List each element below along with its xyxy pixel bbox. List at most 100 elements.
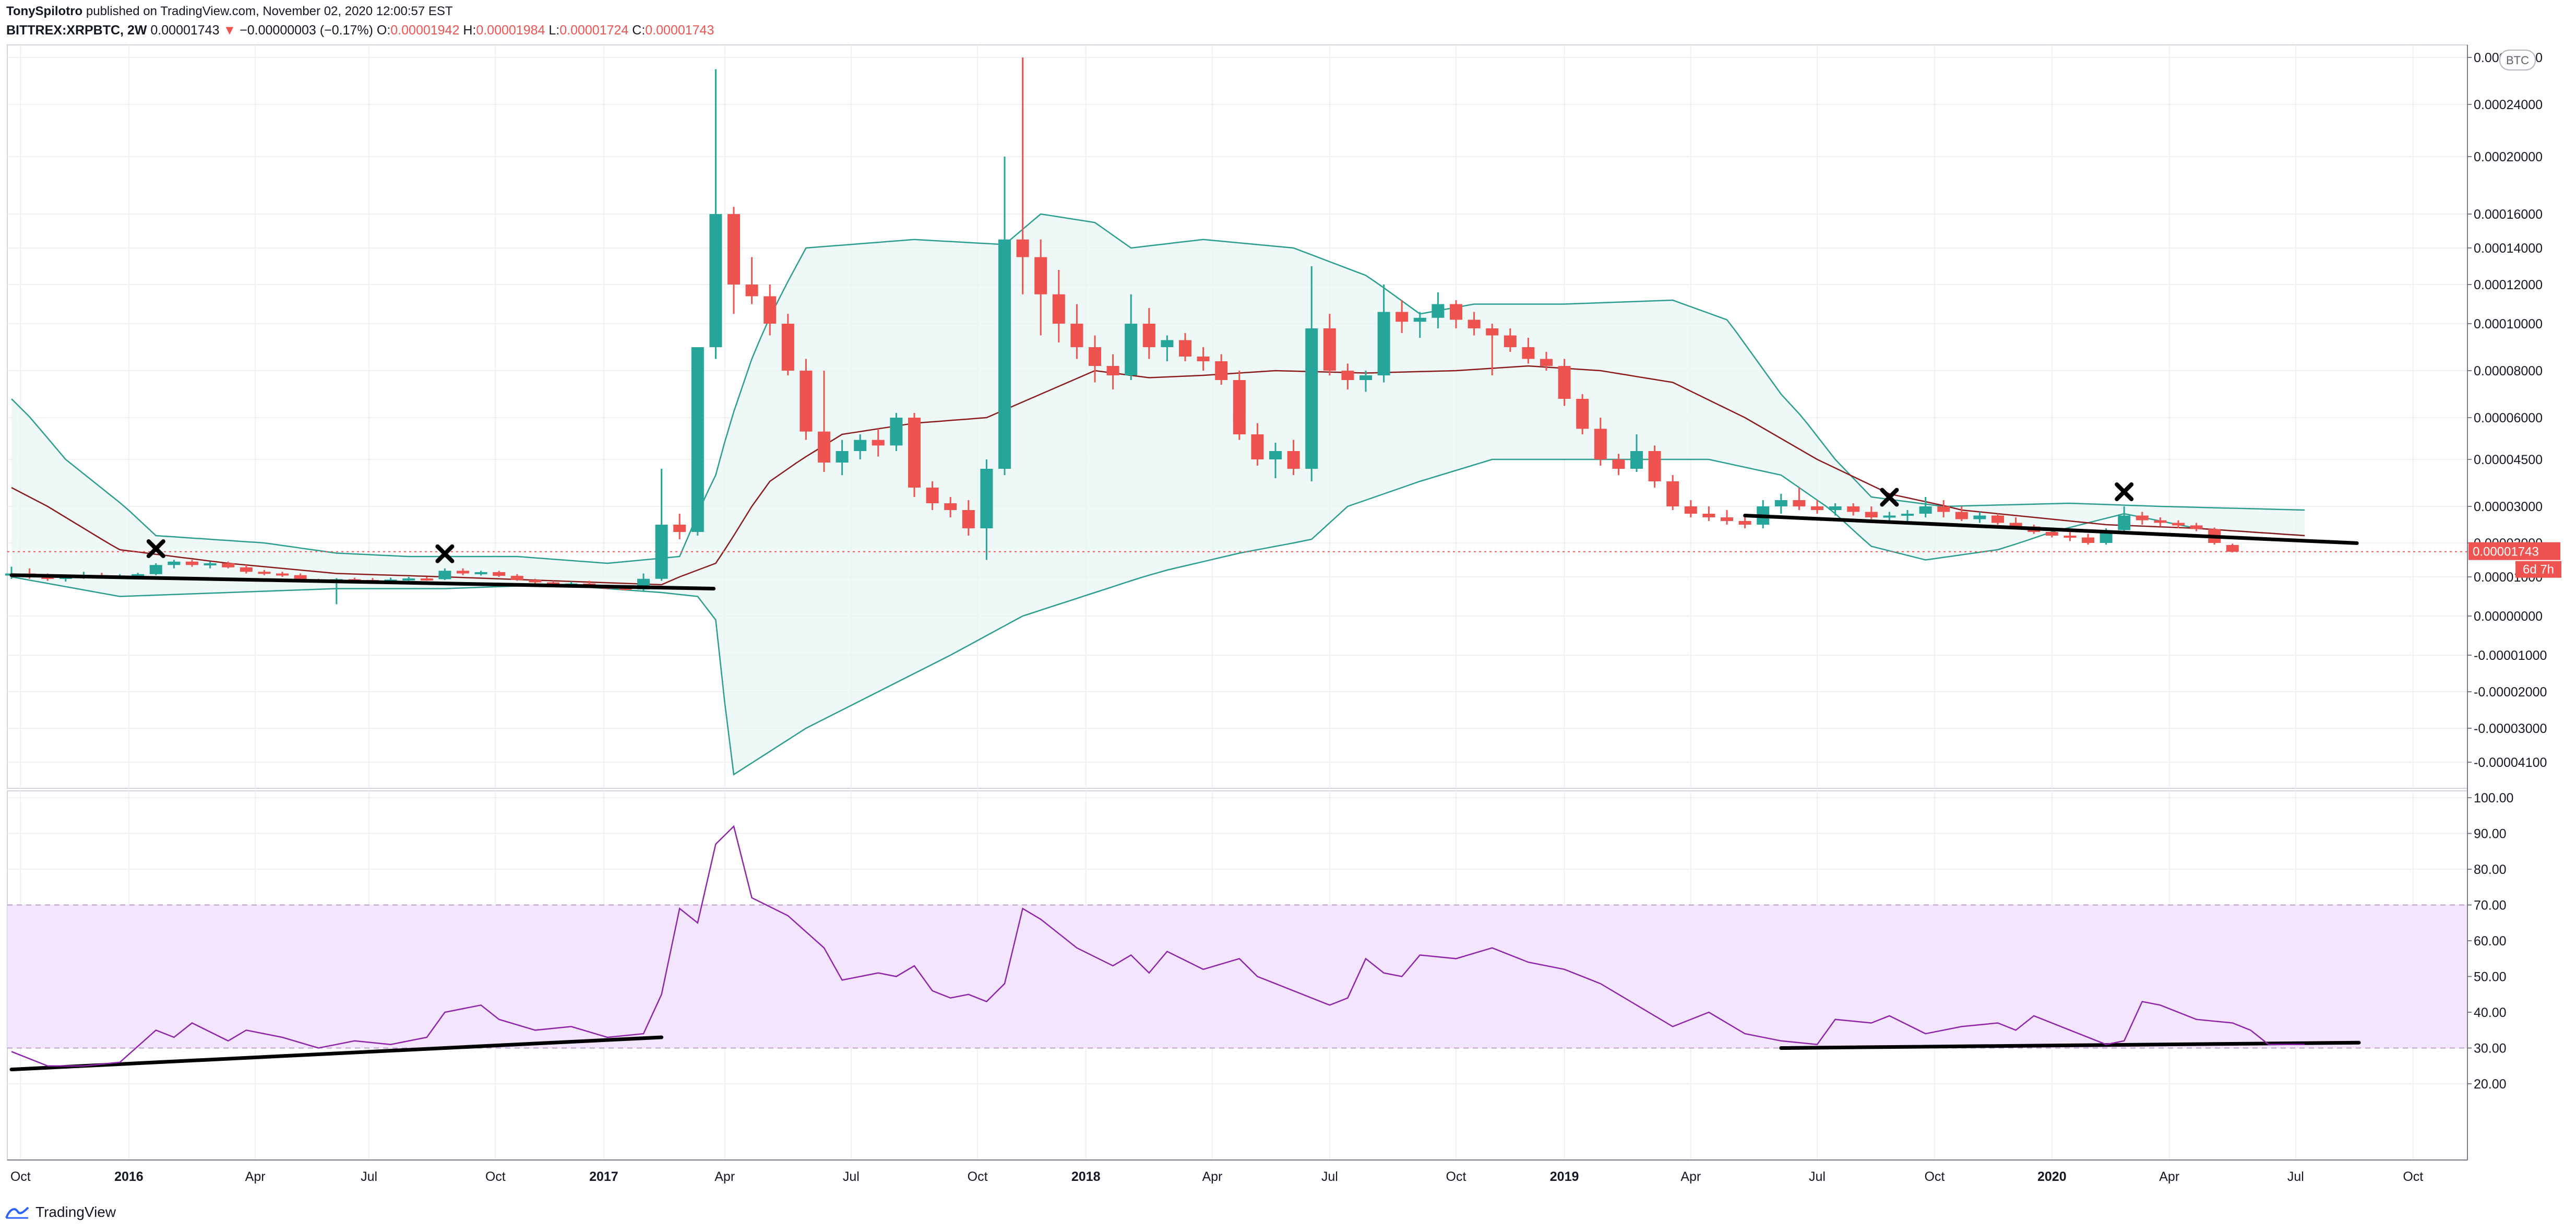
- candle-body[interactable]: [2190, 525, 2203, 529]
- candle-body[interactable]: [2136, 515, 2149, 520]
- candle-body[interactable]: [1829, 506, 1842, 510]
- candle-body[interactable]: [1522, 347, 1535, 359]
- candle-body[interactable]: [800, 371, 813, 432]
- candle-body[interactable]: [1648, 451, 1661, 481]
- candle-body[interactable]: [1413, 317, 1426, 322]
- candle-body[interactable]: [1558, 366, 1571, 399]
- candle-body[interactable]: [1125, 324, 1138, 375]
- candle-body[interactable]: [2009, 523, 2022, 527]
- candle-body[interactable]: [1432, 304, 1445, 318]
- candle-body[interactable]: [2118, 515, 2131, 530]
- candle-body[interactable]: [2064, 536, 2077, 538]
- candle-body[interactable]: [1106, 366, 1119, 375]
- candle-body[interactable]: [1721, 517, 1733, 521]
- candle-body[interactable]: [1359, 375, 1372, 380]
- candle-body[interactable]: [1142, 324, 1155, 347]
- symbol-label[interactable]: BITTREX:XRPBTC, 2W: [6, 23, 147, 38]
- candle-body[interactable]: [1269, 451, 1282, 459]
- candle-body[interactable]: [1955, 512, 1968, 519]
- candle-body[interactable]: [1287, 451, 1300, 469]
- candle-body[interactable]: [1468, 319, 1481, 329]
- candle-body[interactable]: [41, 577, 54, 579]
- candle-body[interactable]: [1811, 506, 1823, 510]
- candle-body[interactable]: [1251, 434, 1264, 459]
- candle-body[interactable]: [728, 214, 740, 285]
- candle-body[interactable]: [1847, 506, 1860, 512]
- candle-body[interactable]: [673, 525, 686, 532]
- candle-body[interactable]: [1702, 514, 1715, 517]
- currency-badge[interactable]: [2499, 50, 2536, 70]
- candle-body[interactable]: [691, 347, 704, 532]
- candle-body[interactable]: [438, 571, 451, 579]
- candle-body[interactable]: [1179, 340, 1191, 357]
- candle-body[interactable]: [1973, 515, 1986, 519]
- candle-body[interactable]: [1901, 514, 1914, 516]
- candle-body[interactable]: [2226, 545, 2239, 552]
- candle-body[interactable]: [1504, 335, 1517, 348]
- x-marker-icon[interactable]: [435, 544, 455, 563]
- candle-body[interactable]: [1197, 357, 1210, 361]
- candle-body[interactable]: [493, 572, 506, 576]
- candle-body[interactable]: [1612, 459, 1625, 469]
- candle-body[interactable]: [944, 503, 957, 510]
- candle-body[interactable]: [2154, 520, 2167, 523]
- candle-body[interactable]: [132, 574, 145, 576]
- candle-body[interactable]: [168, 561, 181, 565]
- candle-body[interactable]: [1305, 328, 1318, 469]
- candle-body[interactable]: [1034, 257, 1047, 294]
- candle-body[interactable]: [980, 469, 993, 528]
- candle-body[interactable]: [619, 588, 632, 590]
- candle-body[interactable]: [1016, 239, 1029, 257]
- candle-body[interactable]: [745, 285, 758, 297]
- candle-body[interactable]: [781, 324, 794, 371]
- candle-body[interactable]: [510, 576, 523, 580]
- candle-body[interactable]: [1161, 340, 1174, 348]
- candle-body[interactable]: [1089, 347, 1101, 366]
- candle-body[interactable]: [1233, 380, 1246, 434]
- author-name[interactable]: TonySpilotro: [6, 4, 83, 18]
- candle-body[interactable]: [204, 563, 217, 565]
- candle-body[interactable]: [186, 561, 198, 565]
- candle-body[interactable]: [547, 582, 559, 585]
- candle-body[interactable]: [2082, 537, 2094, 543]
- candle-body[interactable]: [764, 296, 777, 324]
- candle-body[interactable]: [1052, 294, 1065, 324]
- candle-body[interactable]: [294, 575, 307, 580]
- rsi-trendline[interactable]: [9, 1035, 664, 1072]
- tradingview-footer[interactable]: TradingView: [5, 1204, 116, 1221]
- candle-body[interactable]: [926, 488, 939, 503]
- candle-body[interactable]: [1919, 506, 1932, 514]
- candle-body[interactable]: [1070, 324, 1083, 347]
- candle-body[interactable]: [149, 565, 162, 574]
- candle-body[interactable]: [1937, 506, 1950, 512]
- candle-body[interactable]: [457, 571, 469, 574]
- candle-body[interactable]: [1883, 515, 1896, 518]
- candle-body[interactable]: [1576, 399, 1589, 429]
- candle-body[interactable]: [276, 573, 289, 576]
- candle-body[interactable]: [1666, 481, 1679, 506]
- x-marker-icon[interactable]: [1880, 488, 1899, 507]
- candle-body[interactable]: [1323, 328, 1336, 371]
- candle-body[interactable]: [1793, 500, 1806, 506]
- candle-body[interactable]: [1991, 515, 2004, 523]
- candle-body[interactable]: [709, 214, 722, 347]
- candle-body[interactable]: [872, 440, 885, 446]
- candle-body[interactable]: [240, 567, 253, 572]
- x-marker-icon[interactable]: [146, 539, 165, 558]
- candle-body[interactable]: [1630, 451, 1643, 469]
- candle-body[interactable]: [1377, 312, 1390, 376]
- candle-body[interactable]: [962, 510, 975, 528]
- candle-body[interactable]: [890, 418, 903, 446]
- candle-body[interactable]: [836, 451, 849, 463]
- candle-body[interactable]: [818, 431, 830, 463]
- price-trendline[interactable]: [9, 573, 716, 590]
- candle-body[interactable]: [1738, 521, 1751, 525]
- candle-body[interactable]: [998, 239, 1011, 469]
- candle-body[interactable]: [474, 572, 487, 574]
- candle-body[interactable]: [908, 418, 921, 488]
- rsi-trendline[interactable]: [1779, 1040, 2361, 1050]
- price-trendline[interactable]: [1743, 514, 2359, 545]
- candle-body[interactable]: [1341, 371, 1354, 380]
- candle-body[interactable]: [1486, 328, 1499, 336]
